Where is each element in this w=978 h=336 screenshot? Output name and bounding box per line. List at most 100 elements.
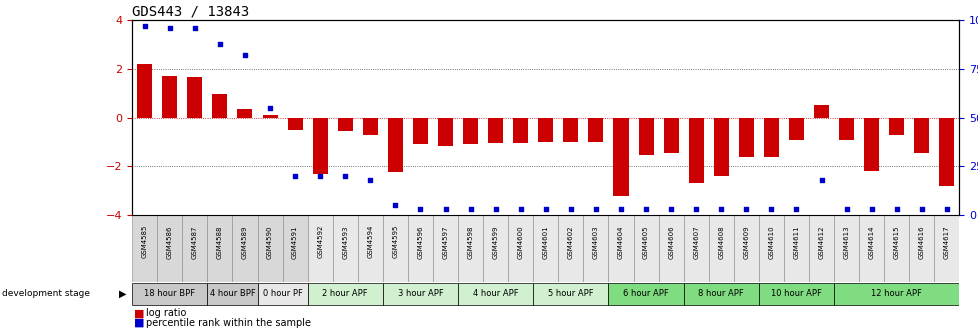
Bar [909,215,933,282]
Text: GSM4594: GSM4594 [367,225,373,258]
Point [362,177,378,183]
Text: GSM4604: GSM4604 [617,225,623,259]
Point [387,203,403,208]
Text: percentile rank within the sample: percentile rank within the sample [146,318,311,328]
Bar [738,118,753,157]
Bar [608,283,683,305]
Text: GSM4606: GSM4606 [667,225,674,259]
Bar [132,215,157,282]
Bar [257,283,307,305]
Text: 6 hour APF: 6 hour APF [623,290,668,298]
Bar [788,118,803,139]
Bar [538,118,553,142]
Point [512,207,528,212]
Bar [562,118,578,142]
Bar [833,215,859,282]
Text: GSM4615: GSM4615 [893,225,899,259]
Bar [157,215,182,282]
Bar [238,109,252,118]
Text: GSM4593: GSM4593 [342,225,348,259]
Bar [212,94,227,118]
Text: GDS443 / 13843: GDS443 / 13843 [132,5,249,19]
Bar [533,215,557,282]
Text: GSM4616: GSM4616 [918,225,924,259]
Point [262,105,278,111]
Text: GSM4598: GSM4598 [467,225,473,259]
Bar [613,118,628,196]
Bar [382,283,458,305]
Bar [734,215,758,282]
Text: GSM4597: GSM4597 [442,225,448,259]
Text: GSM4589: GSM4589 [242,225,247,259]
Bar [583,215,608,282]
Text: GSM4596: GSM4596 [417,225,423,259]
Bar [482,215,508,282]
Point [312,173,328,179]
Point [588,207,603,212]
Bar [232,215,257,282]
Text: GSM4617: GSM4617 [943,225,949,259]
Point [913,207,929,212]
Text: 18 hour BPF: 18 hour BPF [144,290,196,298]
Text: 12 hour APF: 12 hour APF [870,290,921,298]
Bar [512,118,528,143]
Point [287,173,302,179]
Point [137,23,153,29]
Bar [207,283,257,305]
Point [212,41,228,46]
Bar [488,118,503,143]
Bar [588,118,602,142]
Bar [162,76,177,118]
Bar [533,283,608,305]
Text: GSM4613: GSM4613 [843,225,849,259]
Bar [458,215,482,282]
Text: GSM4612: GSM4612 [818,225,823,259]
Bar [808,215,833,282]
Bar [913,118,928,153]
Bar [683,215,708,282]
Bar [763,118,778,157]
Bar [437,118,453,145]
Point [562,207,578,212]
Bar [187,77,202,118]
Text: GSM4600: GSM4600 [517,225,523,259]
Bar [432,215,458,282]
Bar [859,215,883,282]
Point [237,52,252,58]
Point [788,207,804,212]
Bar [933,215,958,282]
Text: log ratio: log ratio [146,308,186,319]
Bar [463,118,477,144]
Point [612,207,628,212]
Bar [638,118,653,155]
Text: GSM4587: GSM4587 [192,225,198,259]
Text: 5 hour APF: 5 hour APF [548,290,593,298]
Point [813,177,828,183]
Point [863,207,878,212]
Bar [864,118,878,171]
Bar [182,215,207,282]
Point [737,207,753,212]
Text: GSM4590: GSM4590 [267,225,273,259]
Text: GSM4588: GSM4588 [217,225,223,259]
Bar [363,118,378,135]
Text: GSM4595: GSM4595 [392,225,398,258]
Bar [708,215,734,282]
Text: 3 hour APF: 3 hour APF [397,290,443,298]
Bar [939,118,954,186]
Point [487,207,503,212]
Bar [608,215,633,282]
Point [161,25,177,31]
Text: ■: ■ [134,308,145,319]
Bar [888,118,904,135]
Text: GSM4602: GSM4602 [567,225,573,259]
Text: development stage: development stage [2,290,90,298]
Bar [783,215,808,282]
Text: 8 hour APF: 8 hour APF [697,290,743,298]
Bar [333,215,357,282]
Text: GSM4603: GSM4603 [593,225,599,259]
Bar [408,215,432,282]
Bar [307,283,382,305]
Text: ▶: ▶ [119,289,127,299]
Point [337,173,353,179]
